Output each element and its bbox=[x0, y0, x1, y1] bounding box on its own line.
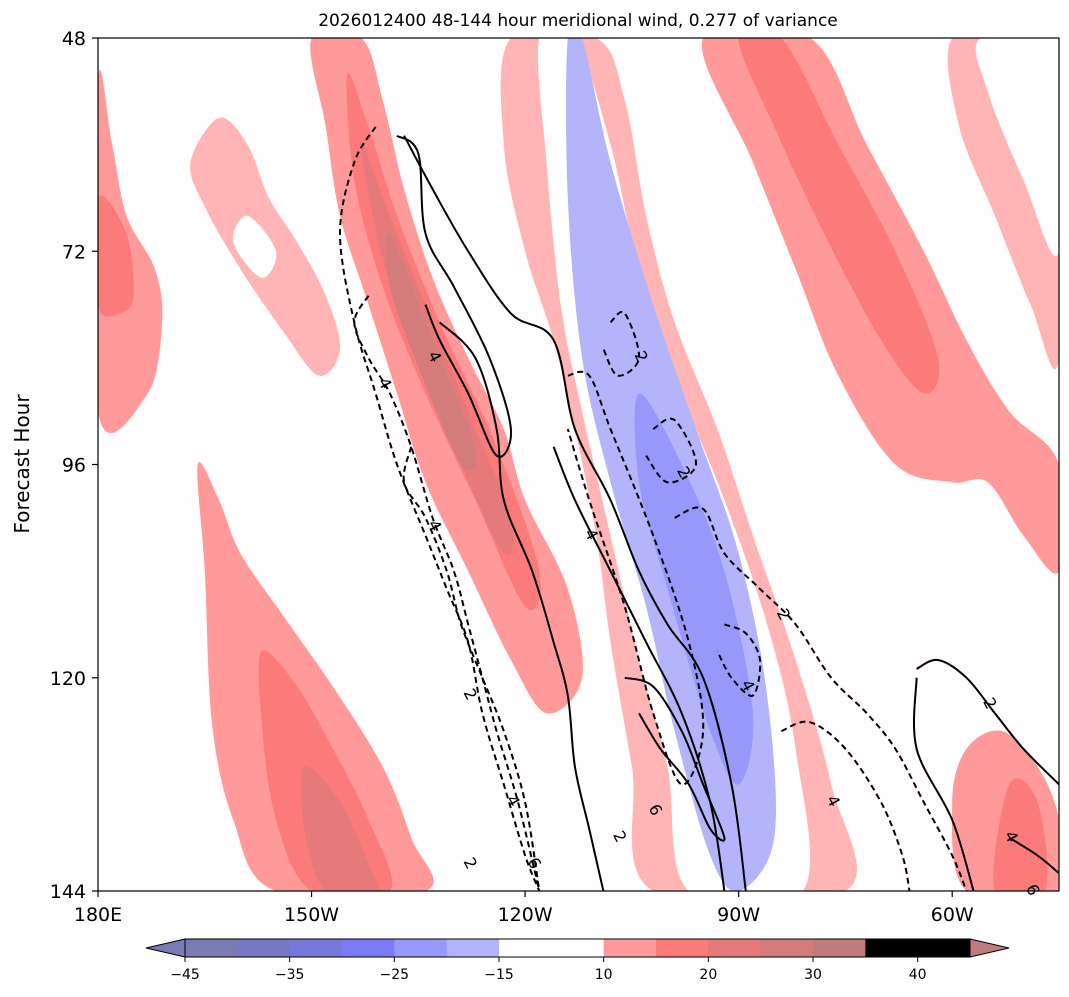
colorbar-tick-label: 10 bbox=[595, 967, 613, 983]
colorbar-segment bbox=[865, 939, 919, 957]
colorbar-segment bbox=[394, 939, 448, 957]
colorbar-tick-label: −35 bbox=[275, 967, 305, 983]
y-tick-label: 144 bbox=[50, 881, 86, 903]
colorbar-tick-label: −25 bbox=[380, 967, 410, 983]
y-axis: 48 72 96 120 144 bbox=[50, 28, 98, 903]
shaded-region-positive-15-20 bbox=[993, 778, 1048, 891]
shaded-region-positive-15-18 bbox=[738, 38, 940, 394]
contour-line-pos4-1 bbox=[438, 321, 605, 891]
shaded-region-positive-20-10 bbox=[300, 766, 379, 891]
colorbar-segment bbox=[499, 939, 552, 957]
colorbar-tick-label: −45 bbox=[170, 967, 200, 983]
colorbar-tick-label: 40 bbox=[909, 967, 927, 983]
colorbar-segment bbox=[446, 939, 500, 957]
shaded-region-positive-10-8 bbox=[197, 462, 434, 891]
contour-line-neg6-8 bbox=[402, 446, 541, 891]
x-axis: 180E 150W 120W 90W 60W bbox=[74, 891, 974, 926]
colorbar-tick-label: 20 bbox=[699, 967, 717, 983]
colorbar-tick-label: 30 bbox=[804, 967, 822, 983]
y-tick-label: 120 bbox=[50, 668, 86, 690]
contour-line-neg2-9 bbox=[602, 311, 641, 377]
x-tick-label: 60W bbox=[931, 904, 974, 926]
x-tick-label: 120W bbox=[498, 904, 553, 926]
colorbar-segment bbox=[917, 939, 971, 957]
colorbar-frame bbox=[184, 938, 971, 958]
contour-line-pos2-14 bbox=[916, 658, 1059, 786]
colorbar-extend-max bbox=[969, 938, 1010, 958]
contour-line-pos4-15 bbox=[912, 677, 975, 891]
colorbar-extend-min bbox=[145, 938, 186, 958]
shaded-contours bbox=[98, 38, 1059, 891]
contour-line-pos4-0 bbox=[396, 134, 512, 458]
contour-line-pos4-16 bbox=[1008, 836, 1059, 874]
y-axis-label: Forecast Hour bbox=[10, 394, 34, 534]
shaded-region-negative-25-14 bbox=[634, 393, 754, 785]
contour-line-neg4-12 bbox=[716, 623, 762, 697]
colorbar-segment bbox=[342, 939, 395, 957]
contour-line-pos2-2 bbox=[403, 135, 747, 891]
colorbar-segment bbox=[185, 939, 238, 957]
contour-line-neg4-13 bbox=[781, 720, 911, 891]
colorbar-segment bbox=[237, 939, 291, 957]
colorbar-segment bbox=[603, 939, 657, 957]
colorbar-segment bbox=[760, 939, 814, 957]
contour-line-neg2-6 bbox=[338, 126, 541, 891]
colorbar-tick-label: −15 bbox=[484, 967, 514, 983]
colorbar-segment bbox=[551, 939, 605, 957]
y-tick-label: 48 bbox=[62, 28, 86, 50]
shaded-region-positive-15-9 bbox=[258, 650, 393, 891]
x-tick-label: 90W bbox=[717, 904, 760, 926]
y-tick-label: 96 bbox=[62, 455, 86, 477]
y-tick-label: 72 bbox=[62, 241, 86, 263]
chart-title: 2026012400 48-144 hour meridional wind, … bbox=[318, 11, 838, 31]
colorbar-segment bbox=[708, 939, 762, 957]
contour-line-pos6-5 bbox=[566, 370, 705, 786]
contour-line-neg2-11 bbox=[674, 506, 968, 891]
x-tick-label: 180E bbox=[74, 904, 122, 926]
colorbar-segment bbox=[656, 939, 709, 957]
shaded-region-negative-15-3 bbox=[232, 215, 277, 278]
contour-lines bbox=[338, 126, 1059, 891]
contour-line-neg2-10 bbox=[645, 417, 698, 484]
contour-line-pos6-4 bbox=[624, 676, 726, 842]
shaded-region-negative-15-16 bbox=[975, 38, 1059, 257]
x-tick-label: 150W bbox=[284, 904, 339, 926]
colorbar-segment bbox=[813, 939, 866, 957]
shaded-region-positive-15-1 bbox=[98, 195, 134, 317]
colorbar: −45 −35 −25 −15 10 20 30 40 bbox=[145, 938, 1010, 983]
shaded-region-positive-25-7 bbox=[385, 232, 477, 471]
colorbar-segment bbox=[289, 939, 343, 957]
